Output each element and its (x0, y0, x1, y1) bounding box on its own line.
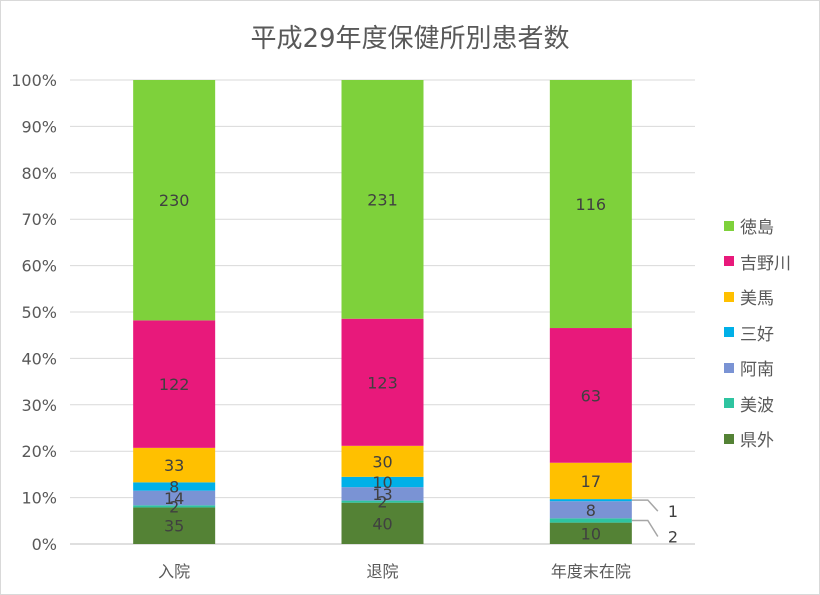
y-tick-label: 70% (21, 210, 57, 229)
bar-segment (341, 500, 424, 503)
data-label: 14 (164, 489, 184, 508)
legend-item: 三好 (724, 315, 791, 351)
legend-label: 三好 (740, 324, 774, 345)
callout-leader-line (631, 519, 659, 537)
bar-segment (133, 482, 216, 491)
bar-segment (549, 328, 632, 463)
callout-label: 2 (668, 527, 678, 546)
callout-leader-line (631, 499, 659, 512)
legend-item: 阿南 (724, 350, 791, 386)
bar-segment (549, 499, 632, 502)
bar-segment (549, 462, 632, 500)
data-label: 231 (367, 190, 398, 209)
legend-item: 美波 (724, 386, 791, 422)
legend-item: 徳島 (724, 208, 791, 244)
legend-label: 徳島 (740, 218, 774, 239)
legend-item: 吉野川 (724, 244, 791, 280)
bar-segment (133, 505, 216, 508)
bar-segment (133, 320, 216, 448)
legend-label: 県外 (740, 431, 774, 452)
legend-label: 美馬 (740, 289, 774, 310)
bar-segment (133, 80, 216, 321)
data-label: 2 (169, 497, 179, 516)
legend-label: 吉野川 (740, 253, 791, 274)
legend-swatch (724, 398, 734, 409)
bar-segment (341, 476, 424, 488)
data-label: 8 (586, 501, 596, 520)
data-label: 35 (164, 517, 184, 536)
legend-label: 阿南 (740, 360, 774, 381)
legend-swatch (724, 362, 734, 373)
bar-segment (549, 501, 632, 519)
bar-segment (341, 445, 424, 477)
bar-segment (133, 447, 216, 483)
data-label: 17 (581, 472, 601, 491)
legend-swatch (724, 327, 734, 338)
x-tick-label: 退院 (366, 562, 398, 581)
y-tick-label: 10% (21, 489, 57, 508)
y-tick-label: 40% (21, 349, 57, 368)
x-tick-label: 年度末在院 (551, 562, 631, 581)
y-tick-label: 100% (11, 71, 57, 90)
y-tick-label: 80% (21, 164, 57, 183)
y-tick-label: 20% (21, 442, 57, 461)
chart-legend: 徳島吉野川美馬三好阿南美波県外 (724, 208, 791, 457)
legend-swatch (724, 433, 734, 444)
data-label: 10 (581, 524, 601, 543)
bar-segment (549, 80, 632, 329)
legend-swatch (724, 220, 734, 231)
bar-segment (341, 502, 424, 544)
chart-title: 平成29年度保健所別患者数 (250, 24, 570, 54)
bar-segment (133, 490, 216, 506)
bar-segment (549, 522, 632, 544)
data-label: 116 (576, 195, 607, 214)
data-label: 10 (372, 473, 392, 492)
data-label: 63 (581, 386, 601, 405)
x-tick-label: 入院 (158, 562, 190, 581)
callout-label: 1 (668, 502, 678, 521)
legend-item: 美馬 (724, 279, 791, 315)
y-tick-label: 60% (21, 257, 57, 276)
data-label: 123 (367, 373, 398, 392)
bar-segment (341, 487, 424, 501)
data-label: 13 (372, 485, 392, 504)
legend-item: 県外 (724, 421, 791, 457)
legend-swatch (724, 256, 734, 267)
data-label: 40 (372, 514, 392, 533)
bar-segment (133, 507, 216, 544)
y-tick-label: 90% (21, 117, 57, 136)
data-label: 230 (159, 191, 190, 210)
data-label: 2 (377, 493, 387, 512)
bar-segment (341, 318, 424, 446)
legend-swatch (724, 291, 734, 302)
data-label: 8 (169, 478, 179, 497)
legend-label: 美波 (740, 395, 774, 416)
data-label: 30 (372, 452, 392, 471)
bar-segment (549, 518, 632, 523)
data-label: 122 (159, 375, 190, 394)
y-tick-label: 30% (21, 396, 57, 415)
y-tick-label: 50% (21, 303, 57, 322)
data-label: 33 (164, 456, 184, 475)
bar-segment (341, 80, 424, 319)
y-tick-label: 0% (32, 535, 57, 554)
